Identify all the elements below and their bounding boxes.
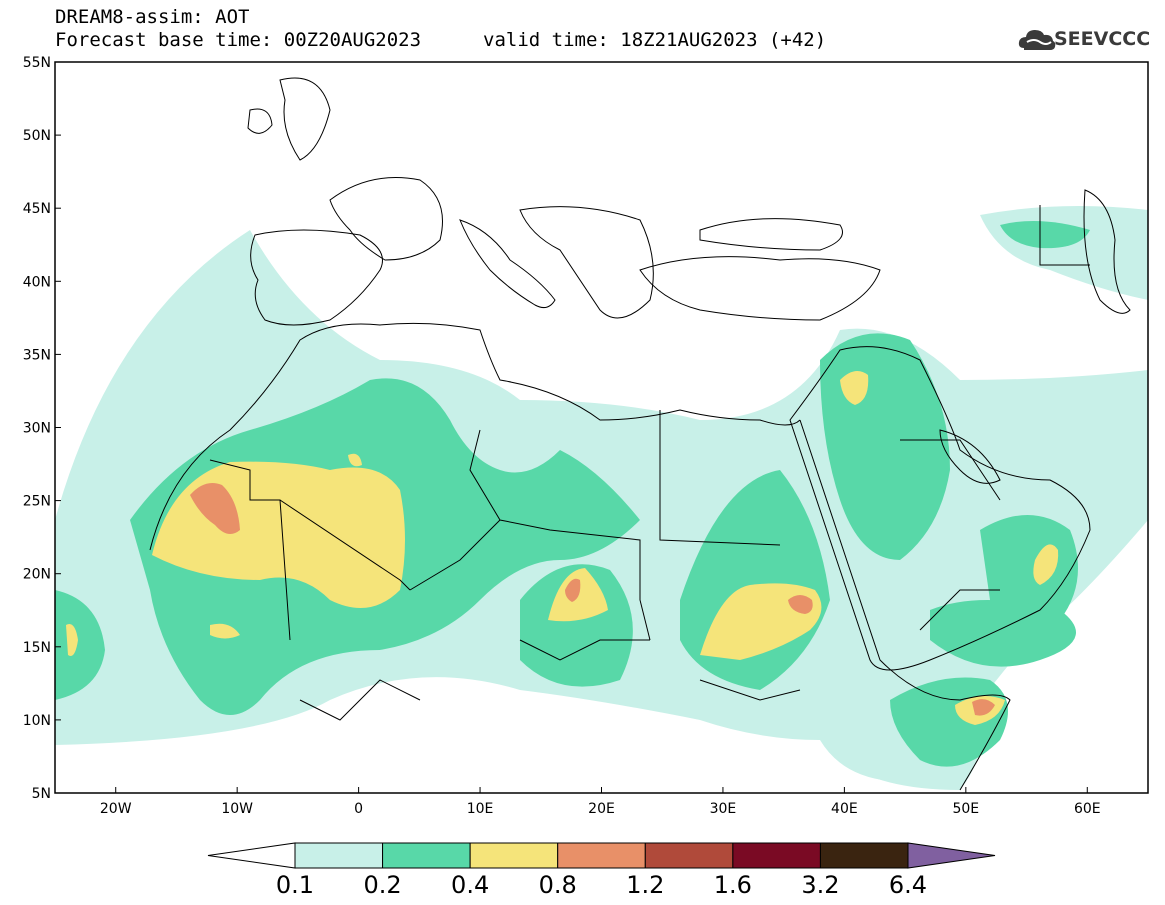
lon-label: 20E: [588, 801, 615, 817]
lat-label: 10N: [23, 713, 51, 729]
valid-time: valid time: 18Z21AUG2023 (+42): [483, 29, 827, 51]
colorbar-label: 3.2: [801, 871, 839, 899]
lat-label: 30N: [23, 421, 51, 437]
cloud-icon: [1018, 30, 1056, 50]
lon-label: 10E: [467, 801, 494, 817]
colorbar-high-arrow: [907, 842, 996, 869]
lat-label: 45N: [23, 201, 51, 217]
lat-label: 35N: [23, 347, 51, 363]
forecast-base-time: Forecast base time: 00Z20AUG2023: [55, 29, 422, 51]
colorbar-label: 6.4: [889, 871, 927, 899]
colorbar-label: 1.6: [714, 871, 752, 899]
colorbar: 0.1 0.2 0.4 0.8 1.2 1.6 3.2 6.4: [207, 842, 996, 899]
colorbar-box: [294, 842, 384, 869]
lat-label: 25N: [23, 494, 51, 510]
lat-label: 55N: [23, 55, 51, 71]
colorbar-box: [557, 842, 646, 869]
lat-label: 40N: [23, 274, 51, 290]
colorbar-label: 0.1: [276, 871, 314, 899]
colorbar-box: [644, 842, 734, 869]
colorbar-box: [819, 842, 909, 869]
colorbar-label: 1.2: [626, 871, 664, 899]
lon-label: 50E: [952, 801, 979, 817]
lat-label: 50N: [23, 128, 51, 144]
lat-label: 15N: [23, 640, 51, 656]
seevccc-logo: [1018, 22, 1158, 58]
latitude-labels: 55N 50N 45N 40N 35N 30N 25N 20N 15N 10N 5N: [23, 55, 61, 802]
colorbar-label: 0.2: [363, 871, 401, 899]
lat-label: 5N: [32, 786, 51, 802]
colorbar-box: [382, 842, 471, 869]
lon-label: 40E: [831, 801, 858, 817]
lon-label: 0: [354, 801, 363, 817]
lon-label: 20W: [100, 801, 132, 817]
map-title: DREAM8-assim: AOT: [55, 6, 250, 28]
lon-label: 60E: [1074, 801, 1101, 817]
colorbar-low-arrow: [207, 842, 296, 869]
colorbar-label: 0.8: [539, 871, 577, 899]
lat-label: 20N: [23, 567, 51, 583]
colorbar-box: [469, 842, 559, 869]
country-borders: [149, 77, 1131, 791]
logo-text: SEEVCCC: [1054, 28, 1151, 50]
colorbar-box: [732, 842, 821, 869]
lon-label: 10W: [221, 801, 253, 817]
aot-field: [55, 206, 1148, 790]
longitude-labels: 20W 10W 0 10E 20E 30E 40E 50E 60E: [100, 787, 1101, 817]
lon-label: 30E: [710, 801, 737, 817]
colorbar-label: 0.4: [451, 871, 489, 899]
